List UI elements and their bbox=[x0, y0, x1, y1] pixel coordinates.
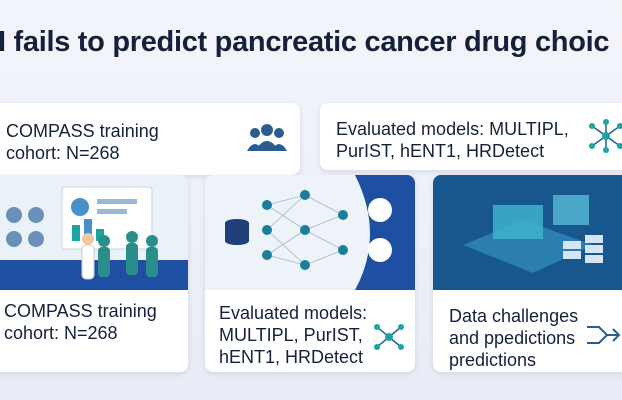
card-text: COMPASS training cohort: N=268 bbox=[4, 301, 157, 343]
bottom-card: COMPASS training cohort: N=268 bbox=[0, 175, 188, 372]
people-icon bbox=[247, 124, 287, 151]
network-illustration bbox=[205, 175, 415, 290]
top-card: Evaluated models: MULTIPL, PurIST, hENT1… bbox=[320, 103, 622, 170]
network-icon bbox=[374, 324, 404, 350]
title: I fails to predict pancreatic cancer dru… bbox=[0, 26, 610, 58]
bottom-card: Evaluated models: MULTIPL, PurIST, hENT1… bbox=[205, 175, 415, 372]
clinic-illustration bbox=[0, 175, 188, 290]
card-text: COMPASS training cohort: N=268 bbox=[6, 121, 159, 163]
bottom-card: Data challenges and ppedictions predicti… bbox=[433, 175, 622, 372]
card-text: Evaluated models: MULTIPL, PurIST, hENT1… bbox=[219, 303, 368, 367]
top-card: COMPASS training cohort: N=268 bbox=[0, 103, 300, 175]
flow-icon bbox=[587, 326, 621, 344]
network-icon bbox=[589, 119, 622, 153]
data-illustration bbox=[433, 175, 622, 290]
card-text: Data challenges and ppedictions predicti… bbox=[449, 306, 579, 370]
card-text: Evaluated models: MULTIPL, PurIST, hENT1… bbox=[336, 119, 569, 161]
